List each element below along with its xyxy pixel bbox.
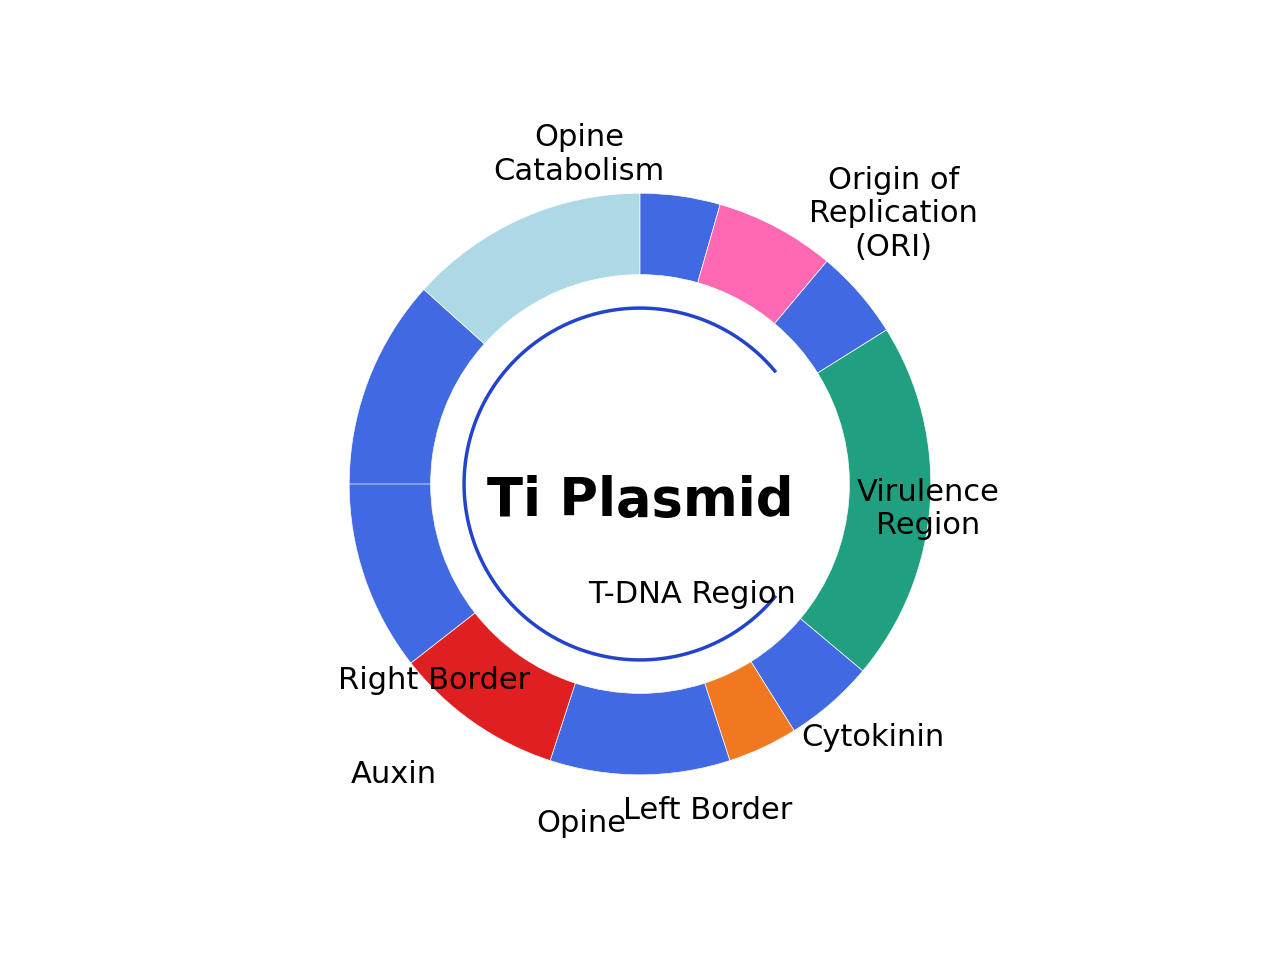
- Wedge shape: [705, 661, 794, 761]
- Wedge shape: [424, 194, 640, 344]
- Text: Left Border: Left Border: [623, 797, 792, 826]
- Wedge shape: [417, 619, 535, 736]
- Wedge shape: [824, 484, 931, 620]
- Text: Origin of
Replication
(ORI): Origin of Replication (ORI): [809, 166, 978, 261]
- Text: Cytokinin: Cytokinin: [801, 723, 945, 752]
- Text: Opine: Opine: [536, 809, 626, 837]
- Wedge shape: [614, 681, 740, 774]
- Wedge shape: [751, 619, 863, 731]
- Text: Virulence
Region: Virulence Region: [856, 478, 1000, 540]
- Wedge shape: [640, 194, 721, 283]
- Text: Ti Plasmid: Ti Plasmid: [486, 475, 794, 528]
- Wedge shape: [379, 576, 480, 671]
- Text: T-DNA Region: T-DNA Region: [588, 580, 795, 609]
- Text: Opine
Catabolism: Opine Catabolism: [493, 123, 664, 186]
- Wedge shape: [411, 613, 575, 761]
- Wedge shape: [349, 289, 484, 612]
- Wedge shape: [550, 683, 730, 774]
- Wedge shape: [712, 583, 897, 757]
- Wedge shape: [494, 665, 622, 773]
- Text: Auxin: Auxin: [351, 760, 436, 789]
- Text: Right Border: Right Border: [338, 666, 530, 695]
- Wedge shape: [800, 330, 931, 671]
- Wedge shape: [774, 261, 887, 373]
- Wedge shape: [349, 484, 475, 663]
- Wedge shape: [698, 204, 827, 323]
